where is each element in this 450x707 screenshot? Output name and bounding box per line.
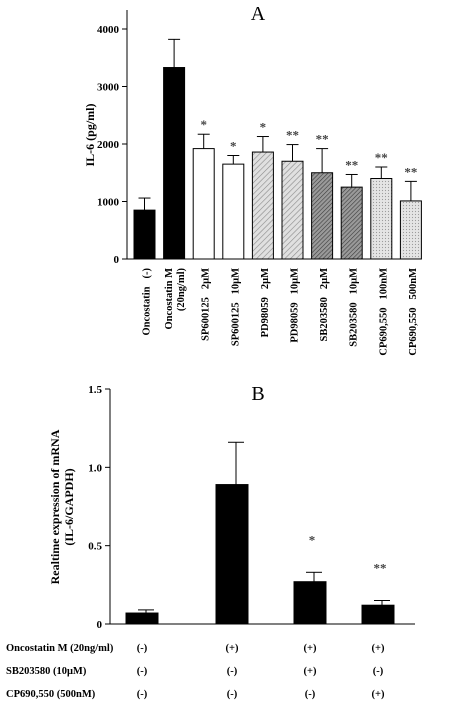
panel-a-category-label-dose: 10μM	[230, 268, 241, 294]
condition-cell: (-)	[137, 689, 148, 700]
panel-a-category-label-dose: 2μM	[201, 268, 212, 289]
panel-b-bar	[215, 484, 249, 625]
condition-cell: (-)	[227, 666, 238, 677]
panel-a-category-label: CP690,550 500nM	[408, 268, 419, 356]
panel-a-category-label-agent: PD98059	[260, 297, 271, 337]
panel-a-category-label-line: (20ng/ml)	[176, 268, 187, 312]
condition-cell: (+)	[226, 643, 239, 654]
panel-a-significance-marker: **	[375, 150, 388, 165]
panel-a-significance-marker: **	[316, 132, 329, 147]
panel-a-bar	[192, 148, 215, 260]
panel-a-category-label-dose: 500nM	[408, 268, 419, 300]
panel-b-y-tick-label: 1.0	[88, 462, 102, 474]
panel-a-bar	[163, 67, 186, 260]
panel-a-significance-marker: *	[260, 120, 267, 135]
panel-a-category-label-dose: 2μM	[260, 268, 271, 289]
panel-a-category-label-dose: 10μM	[290, 268, 301, 294]
panel-a-bar	[251, 151, 274, 260]
panel-a-category-label-agent: CP690,550	[378, 308, 389, 356]
panel-a-category-label-text: SP600125 10μM	[230, 268, 241, 346]
panel-b-y-tick-label: 0	[97, 619, 103, 631]
panel-a-category-label-text: PD98059 10μM	[290, 268, 301, 343]
panel-a-category-label-dose: 10μM	[349, 268, 360, 294]
panel-a-category-label-line: Oncostatin M	[164, 268, 175, 330]
panel-a-category-label-agent: SB203580	[319, 297, 330, 341]
panel-a-category-label-text: SB203580 2μM	[319, 268, 330, 342]
panel-a-bar	[340, 186, 363, 260]
panel-a-y-axis-title: IL-6 (pg/ml)	[83, 103, 97, 166]
condition-cell: (+)	[304, 666, 317, 677]
condition-cell: (+)	[304, 643, 317, 654]
panel-a-bar	[133, 209, 156, 260]
panel-b-bar	[361, 604, 395, 625]
panel-a-category-label: Oncostatin (-)	[142, 268, 153, 336]
panel-a-category-label-agent: CP690,550	[408, 308, 419, 356]
panel-a-bar	[281, 160, 304, 260]
panel-b-y-axis-title-line2: (IL-6/GAPDH)	[62, 468, 76, 545]
condition-cell: (-)	[227, 689, 238, 700]
condition-cell: (+)	[372, 689, 385, 700]
panel-b-y-tick-label: 1.5	[88, 384, 102, 396]
panel-a-category-label-agent: PD98059	[290, 302, 301, 342]
panel-a-category-label-text: Oncostatin (-)	[142, 268, 153, 336]
panel-a-category-label: SP600125 10μM	[230, 268, 241, 346]
panel-a-category-label: CP690,550 100nM	[378, 268, 389, 356]
panel-a-category-label-dose: (-)	[142, 268, 153, 279]
panel-a-category-label-text: CP690,550 500nM	[408, 268, 419, 356]
panel-b-y-axis-title-line1: Realtime expression of mRNA	[48, 429, 62, 584]
panel-a-category-label-text: SP600125 2μM	[201, 268, 212, 341]
panel-a-category-label-text: SB203580 10μM	[349, 268, 360, 347]
panel-a-bar	[370, 178, 393, 260]
panel-a-y-tick-label: 1000	[97, 197, 120, 209]
condition-cell: (-)	[305, 689, 316, 700]
panel-a-category-label-text: CP690,550 100nM	[378, 268, 389, 356]
condition-cell: (-)	[137, 666, 148, 677]
panel-a-significance-marker: **	[286, 128, 299, 143]
panel-a-category-label-agent: Oncostatin	[142, 286, 153, 335]
panel-b-title: B	[251, 383, 264, 405]
panel-a-category-label-dose: 100nM	[378, 268, 389, 300]
panel-b-significance-marker: **	[374, 561, 387, 576]
panel-a-category-label: SB203580 2μM	[319, 268, 330, 342]
condition-row-label: SB203580 (10μM)	[6, 666, 87, 677]
panel-a-y-tick-label: 3000	[97, 82, 120, 94]
panel-a-category-label: PD98059 2μM	[260, 268, 271, 337]
panel-a-bar	[222, 163, 245, 260]
panel-b-bar	[125, 612, 159, 625]
panel-a-category-label: PD98059 10μM	[290, 268, 301, 343]
panel-a-significance-marker: **	[404, 164, 417, 179]
condition-cell: (-)	[137, 643, 148, 654]
panel-a-y-tick-label: 4000	[97, 24, 120, 36]
panel-a-category-label: SB203580 10μM	[349, 268, 360, 347]
panel-b-y-tick-label: 0.5	[88, 541, 102, 553]
condition-row-label: Oncostatin M (20ng/ml)	[6, 643, 114, 654]
panel-a-significance-marker: **	[345, 157, 358, 172]
panel-a-bar	[399, 200, 422, 260]
panel-a-category-label: Oncostatin M (20ng/ml)	[164, 268, 187, 330]
panel-a-category-label: SP600125 2μM	[201, 268, 212, 341]
panel-a-category-label-dose: 2μM	[319, 268, 330, 289]
panel-a-significance-marker: *	[200, 117, 207, 132]
panel-a-category-label-agent: SP600125	[201, 297, 212, 341]
panel-a-significance-marker: *	[230, 139, 237, 154]
condition-cell: (-)	[373, 666, 384, 677]
panel-b: B Realtime expression of mRNA (IL-6/GAPD…	[6, 383, 415, 700]
condition-row-label: CP690,550 (500nM)	[6, 689, 96, 700]
panel-a-bar	[311, 172, 334, 260]
panel-b-bar	[293, 581, 327, 625]
panel-a-y-tick-label: 2000	[97, 139, 120, 151]
panel-b-significance-marker: *	[309, 532, 316, 547]
panel-a-title: A	[251, 3, 266, 25]
panel-a-category-label-agent: SB203580	[349, 302, 360, 346]
panel-a-y-tick-label: 0	[114, 254, 120, 266]
panel-a-category-label-agent: SP600125	[230, 302, 241, 346]
panel-a-category-label-text: PD98059 2μM	[260, 268, 271, 337]
condition-cell: (+)	[372, 643, 385, 654]
